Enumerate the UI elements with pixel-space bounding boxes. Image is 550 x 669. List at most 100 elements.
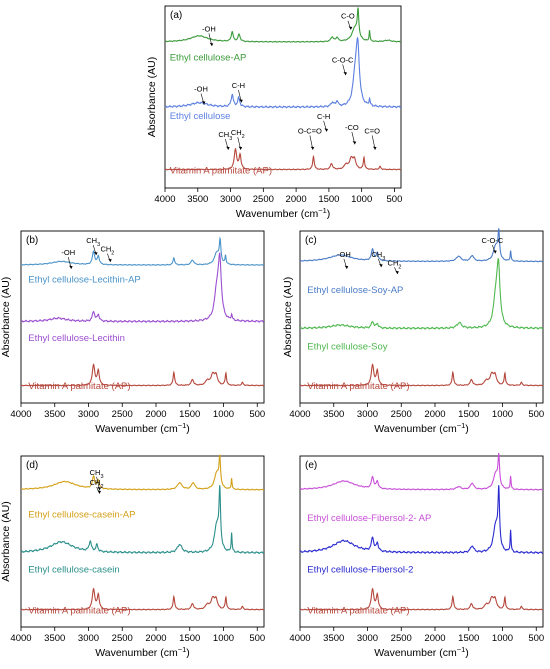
series-label: Ethyl cellulose <box>170 111 231 122</box>
annotation-arrowhead <box>343 71 348 76</box>
peak-annotation: C-H <box>232 81 245 90</box>
x-tick-label: 2500 <box>391 409 412 420</box>
series-label: Ethyl cellulose-Fibersol-2 <box>307 564 413 575</box>
x-tick-label: 1000 <box>492 633 513 644</box>
annotation-arrowhead <box>201 101 206 105</box>
y-axis-label: Absorbance (AU) <box>146 57 158 138</box>
panel-frame <box>20 230 265 404</box>
peak-annotation: -OH <box>202 24 216 33</box>
series-line <box>299 228 544 263</box>
x-tick-label: 3000 <box>78 633 99 644</box>
peak-annotation: C-O-C <box>482 236 504 245</box>
peak-annotation: C-H <box>317 112 330 121</box>
x-axis-label: Wavenumber (cm−1) <box>236 206 331 221</box>
panel-frame <box>299 230 544 404</box>
annotation-arrowhead <box>344 265 349 269</box>
series-label: Vitamin A palmitate (AP) <box>28 605 130 616</box>
series-line <box>20 485 265 555</box>
series-line <box>299 485 544 555</box>
peak-annotation: CH3 <box>218 130 232 142</box>
annotation-arrowhead <box>352 141 357 145</box>
x-tick-label: 3000 <box>357 633 378 644</box>
x-tick-label: 1500 <box>179 633 200 644</box>
annotation-arrowhead <box>209 42 214 47</box>
annotation-arrowhead <box>372 146 377 150</box>
annotation-arrowhead <box>238 146 243 150</box>
peak-annotation: CH3 <box>371 250 385 262</box>
series-line <box>164 7 402 43</box>
x-tick-label: 3500 <box>44 409 65 420</box>
peak-annotation: C=O <box>364 126 380 135</box>
x-tick-label: 4000 <box>10 633 31 644</box>
x-tick-label: 1500 <box>458 409 479 420</box>
series-line <box>20 363 265 387</box>
series-line <box>20 236 265 266</box>
series-label: Ethyl cellulose-casein <box>28 564 119 575</box>
x-tick-label: 2000 <box>145 409 166 420</box>
peak-annotation: -OH <box>194 85 208 94</box>
series-line <box>164 147 402 171</box>
series-label: Vitamin A palmitate (AP) <box>307 381 409 392</box>
annotation-arrowhead <box>97 487 101 491</box>
x-tick-label: 1500 <box>179 409 200 420</box>
x-axis-label: Wavenumber (cm−1) <box>374 645 469 660</box>
panel-frame <box>299 455 544 628</box>
series-line <box>299 363 544 387</box>
x-axis-label: Wavenumber (cm−1) <box>95 421 190 436</box>
annotation-arrowhead <box>69 265 73 269</box>
panel-label: (c) <box>305 235 317 246</box>
peak-annotation: CH3 <box>86 236 100 248</box>
peak-annotation: -OH <box>61 248 75 257</box>
series-label: Ethyl cellulose-Fibersol-2- AP <box>307 513 431 524</box>
x-tick-label: 2000 <box>424 633 445 644</box>
panel-frame <box>164 5 402 189</box>
x-tick-label: 3000 <box>357 409 378 420</box>
panel-label: (d) <box>26 460 38 471</box>
x-tick-label: 500 <box>528 633 544 644</box>
series-line <box>299 453 544 491</box>
panel-label: (a) <box>170 10 182 21</box>
x-tick-label: 3000 <box>78 409 99 420</box>
series-label: Vitamin A palmitate (AP) <box>170 165 272 176</box>
annotation-arrowhead <box>324 128 329 132</box>
x-tick-label: 4000 <box>10 409 31 420</box>
x-tick-label: 1000 <box>213 409 234 420</box>
series-label: Ethyl cellulose-Soy <box>307 342 388 353</box>
x-tick-label: 1000 <box>351 194 372 205</box>
peak-annotation: C-O <box>341 12 355 21</box>
x-tick-label: 2000 <box>145 633 166 644</box>
series-line <box>299 587 544 611</box>
y-axis-label: Absorbance (AU) <box>0 277 12 358</box>
annotation-arrowhead <box>239 99 243 103</box>
x-tick-label: 1500 <box>458 633 479 644</box>
x-tick-label: 2000 <box>424 409 445 420</box>
x-tick-label: 3500 <box>187 194 208 205</box>
x-tick-label: 1000 <box>492 409 513 420</box>
series-line <box>20 454 265 491</box>
x-tick-label: 3000 <box>220 194 241 205</box>
y-axis-label: Absorbance (AU) <box>0 501 12 582</box>
series-line <box>20 251 265 323</box>
x-tick-label: 500 <box>249 409 265 420</box>
x-tick-label: 2500 <box>112 633 133 644</box>
peak-annotation: CH2 <box>231 128 245 140</box>
series-line <box>20 587 265 611</box>
peak-annotation: CH2 <box>100 245 114 257</box>
x-tick-label: 1500 <box>318 194 339 205</box>
annotation-arrowhead <box>226 146 230 150</box>
panel-frame <box>20 455 265 628</box>
x-tick-label: 2500 <box>253 194 274 205</box>
annotation-arrowhead <box>493 250 497 254</box>
annotation-arrowhead <box>395 270 399 274</box>
x-tick-label: 2500 <box>112 409 133 420</box>
x-tick-label: 3500 <box>323 633 344 644</box>
series-label: Ethyl cellulose-casein-AP <box>28 510 135 521</box>
peak-annotation: O-C=O <box>298 126 322 135</box>
series-label: Vitamin A palmitate (AP) <box>307 605 409 616</box>
annotation-arrowhead <box>108 258 112 262</box>
peak-annotation: CH2 <box>90 478 104 490</box>
annotation-arrowhead <box>379 263 383 268</box>
annotation-arrowhead <box>348 26 353 30</box>
x-tick-label: 4000 <box>289 409 310 420</box>
annotation-arrowhead <box>310 146 315 150</box>
